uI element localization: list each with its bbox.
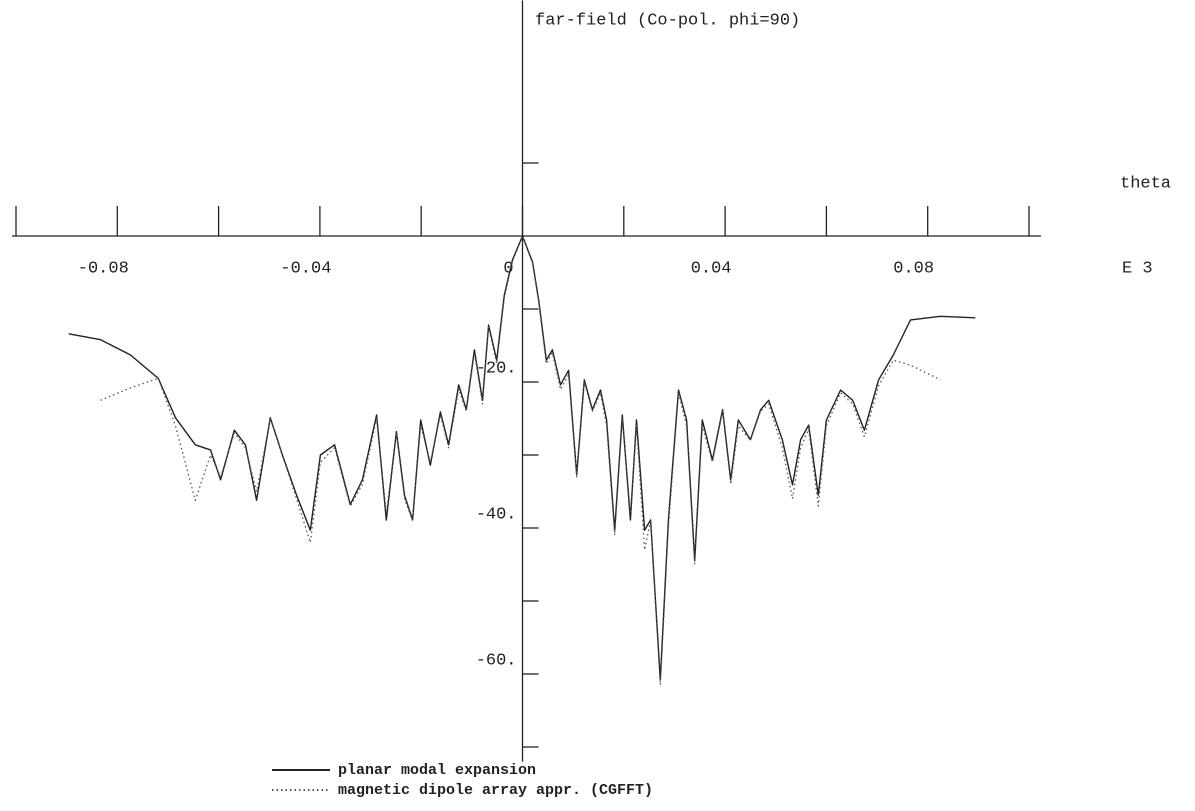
x-axis-multiplier: E 3 [1122, 259, 1153, 278]
x-tick-label: 0 [503, 259, 513, 278]
chart-title: far-field (Co-pol. phi=90) [535, 11, 800, 30]
x-tick-label: -0.08 [78, 259, 129, 278]
series-line [100, 235, 941, 686]
legend-label: magnetic dipole array appr. (CGFFT) [338, 782, 653, 799]
x-tick-label: 0.04 [691, 259, 732, 278]
x-axis-label: theta [1120, 174, 1171, 193]
x-tick-label: 0.08 [893, 259, 934, 278]
x-tick-label: -0.04 [280, 259, 331, 278]
legend-label: planar modal expansion [338, 762, 536, 779]
y-tick-label: -40. [476, 505, 517, 524]
y-tick-label: -60. [476, 651, 517, 670]
series-line [68, 235, 976, 681]
